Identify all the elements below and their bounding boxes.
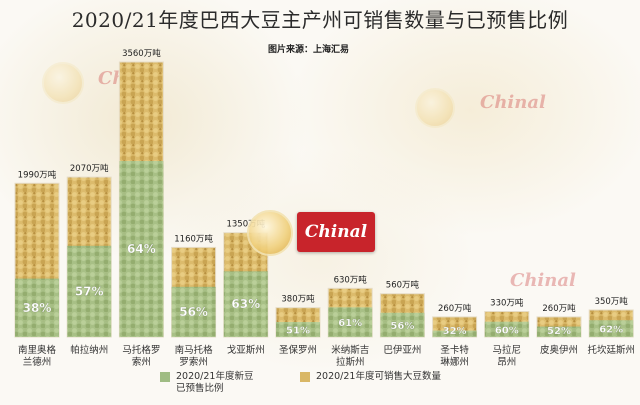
bar-percent-label: 56%: [390, 321, 414, 332]
category-label: 帕拉纳州: [70, 344, 108, 356]
legend-swatch-green: [160, 372, 170, 382]
category-label: 戈亚斯州: [227, 344, 265, 356]
bar-value-label: 380万吨: [281, 294, 315, 305]
bar-percent-label: 61%: [338, 318, 362, 329]
category-label: 琳娜州: [440, 356, 469, 368]
bar-sold-8: [432, 330, 477, 337]
bar-percent-label: 38%: [23, 301, 52, 315]
category-label: 米纳斯吉: [331, 344, 369, 356]
watermark-logo-text: Chinal: [510, 270, 576, 291]
category-label: 巴伊亚州: [383, 344, 421, 356]
bar-sold-9: [484, 321, 529, 337]
bar-value-label: 2070万吨: [70, 163, 109, 174]
bar-sold-4: [223, 271, 268, 337]
bar-sold-6: [328, 307, 373, 337]
bar-value-label: 560万吨: [386, 280, 420, 291]
category-label: 托坎廷斯州: [587, 344, 635, 356]
bar-percent-label: 32%: [443, 326, 467, 337]
watermark-logo-icon: [42, 62, 84, 104]
category-label: 圣保罗州: [279, 344, 317, 356]
category-label: 索州: [132, 356, 151, 368]
bar-sold-7: [380, 312, 425, 337]
legend-label-total: 2020/21年度可销售大豆数量: [316, 371, 441, 382]
bar-percent-label: 57%: [75, 284, 104, 298]
category-label: 昂州: [497, 357, 516, 368]
bar-value-label: 630万吨: [334, 274, 368, 285]
bar-value-label: 260万吨: [438, 303, 472, 314]
legend-label-sold: 2020/21年度新豆 已预售比例: [176, 371, 254, 394]
legend-item-sold: 2020/21年度新豆 已预售比例: [160, 371, 253, 395]
category-label: 皮奥伊州: [540, 344, 578, 356]
bar-sold-5: [276, 322, 320, 337]
category-label: 拉斯州: [336, 356, 365, 368]
category-label: 兰德州: [23, 356, 52, 368]
bar-percent-label: 51%: [286, 326, 310, 337]
category-label: 南马托格: [175, 344, 214, 356]
category-label: 圣卡特: [440, 344, 469, 356]
bar-value-label: 1350万吨: [226, 219, 265, 230]
bar-percent-label: 56%: [179, 305, 208, 319]
bar-sold-3: [171, 286, 216, 337]
bar-sold-11: [589, 320, 634, 337]
bar-sold-0: [15, 278, 59, 337]
bar-value-label: 1160万吨: [174, 233, 213, 244]
legend-item-total: 2020/21年度可销售大豆数量: [300, 371, 441, 383]
brand-logo: Chinal: [297, 212, 375, 252]
category-label: 罗索州: [179, 356, 208, 368]
bar-value-label: 3560万吨: [122, 48, 161, 59]
legend-swatch-soy: [300, 372, 310, 382]
bar-percent-label: 62%: [599, 325, 623, 336]
bar-value-label: 350万吨: [595, 296, 629, 307]
image-source: 图片来源：上海汇易: [268, 45, 350, 55]
bar-value-label: 330万吨: [490, 298, 524, 309]
category-label: 南里奥格: [18, 344, 57, 356]
bar-value-label: 1990万吨: [18, 169, 57, 180]
category-label: 马托格罗: [122, 344, 160, 356]
category-label: 马拉尼: [493, 344, 522, 356]
bar-value-label: 260万吨: [542, 303, 576, 314]
watermark-logo-icon: [415, 88, 455, 128]
bar-percent-label: 52%: [547, 326, 571, 337]
bar-sold-2: [119, 161, 164, 337]
bar-sold-1: [67, 245, 112, 337]
chart-title: 2020/21年度巴西大豆主产州可销售数量与已预售比例: [71, 8, 569, 32]
watermark-logo-text: Chinal: [480, 92, 546, 113]
bar-percent-label: 63%: [231, 297, 260, 311]
bar-percent-label: 60%: [495, 325, 519, 336]
bar-percent-label: 64%: [127, 242, 156, 256]
bar-sold-10: [537, 326, 581, 337]
brand-logo-icon: [247, 210, 293, 256]
